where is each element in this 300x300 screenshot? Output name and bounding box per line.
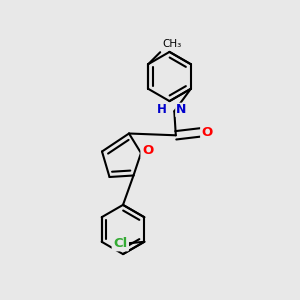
Text: O: O [202,126,213,139]
Text: CH₃: CH₃ [163,39,182,49]
Text: N: N [176,103,186,116]
Text: O: O [142,144,153,157]
Text: H: H [157,103,167,116]
Text: Cl: Cl [113,237,127,250]
